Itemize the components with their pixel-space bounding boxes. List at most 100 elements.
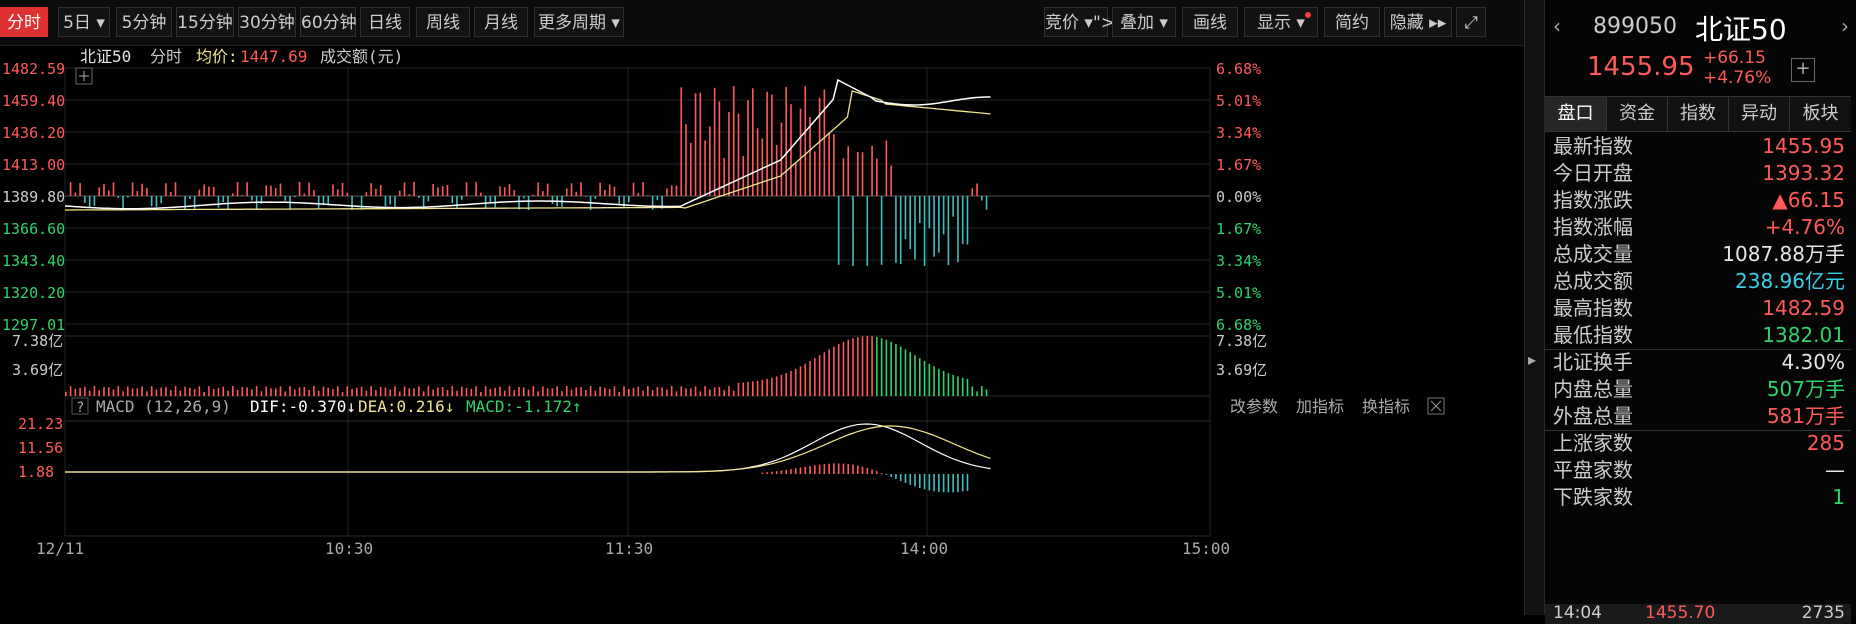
tick-bar	[666, 188, 668, 196]
tick-bar	[361, 196, 363, 210]
tab-anomaly[interactable]: 异动	[1729, 97, 1790, 131]
fullscreen-button[interactable]: ⤢	[1456, 7, 1486, 37]
tick-bar	[84, 196, 86, 203]
add-indicator-button[interactable]: 加指标	[1296, 397, 1344, 416]
next-arrow-icon[interactable]: ›	[1841, 14, 1849, 38]
period-button-5min[interactable]: 5分钟	[116, 7, 172, 37]
hide-button[interactable]: 隐藏 ▸▸	[1384, 7, 1452, 37]
macd-bar	[890, 474, 892, 477]
tick-bar	[137, 191, 139, 196]
macd-bar	[938, 474, 940, 492]
volume-bar	[604, 388, 606, 396]
time-tick-label: 14:00	[900, 539, 948, 558]
volume-bar	[704, 386, 706, 396]
period-button-fenshi[interactable]: 分时	[0, 7, 48, 37]
volume-bar	[781, 375, 783, 396]
volume-bar	[137, 388, 139, 396]
plus-icon[interactable]	[76, 68, 92, 84]
volume-bar	[623, 386, 625, 396]
period-button-day[interactable]: 日线	[360, 7, 410, 37]
draw-line-button[interactable]: 画线	[1182, 7, 1238, 37]
tab-index[interactable]: 指数	[1668, 97, 1729, 131]
volume-bar	[475, 386, 477, 396]
volume-bar	[857, 337, 859, 396]
macd-bar	[852, 465, 854, 474]
tick-bar	[380, 185, 382, 196]
macd-bar	[962, 474, 964, 492]
volume-bar	[614, 386, 616, 396]
period-button-15min[interactable]: 15分钟	[176, 7, 234, 37]
volume-bar	[552, 388, 554, 396]
tick-bar	[456, 196, 458, 209]
volume-bar	[518, 387, 520, 396]
quote-row-value: 1	[1832, 481, 1845, 513]
tick-bar	[919, 196, 921, 223]
volume-bar	[981, 386, 983, 396]
volume-bar	[151, 386, 153, 396]
tick-bar	[852, 196, 854, 266]
tick-bar	[366, 192, 368, 196]
tick-bar	[695, 93, 697, 196]
volume-bar	[461, 387, 463, 396]
volume-bar	[394, 386, 396, 396]
period-button-week[interactable]: 周线	[416, 7, 470, 37]
tick-bar	[967, 196, 969, 245]
tick-bar	[246, 182, 248, 196]
volume-bar	[828, 349, 830, 396]
switch-indicator-button[interactable]: 换指标	[1362, 397, 1410, 416]
macd-bar	[828, 464, 830, 474]
macd-bar	[776, 471, 778, 474]
tick-bar	[275, 188, 277, 196]
prev-arrow-icon[interactable]: ‹	[1553, 14, 1561, 38]
tab-sector[interactable]: 板块	[1790, 97, 1851, 131]
volume-bar	[385, 387, 387, 396]
volume-bar	[876, 337, 878, 396]
tick-bar	[284, 196, 286, 201]
add-watchlist-button[interactable]: +	[1791, 58, 1815, 82]
tick-bar	[375, 189, 377, 196]
period-button-60min[interactable]: 60分钟	[300, 7, 356, 37]
tick-bar	[723, 158, 725, 196]
more-periods-dropdown[interactable]: 更多周期 ▾	[534, 7, 624, 37]
auction-dropdown[interactable]: 竞价 ▾">▾	[1044, 7, 1108, 37]
volume-bar	[824, 352, 826, 396]
volume-bar	[771, 378, 773, 396]
macd-bar	[871, 469, 873, 474]
tab-orderbook[interactable]: 盘口	[1545, 97, 1607, 131]
tab-funds[interactable]: 资金	[1607, 97, 1668, 131]
volume-bar	[103, 387, 105, 396]
volume-bar	[847, 340, 849, 396]
tick-bar	[218, 196, 220, 208]
avg-label: 均价:	[196, 47, 238, 66]
volume-bar	[566, 386, 568, 396]
volume-bar	[914, 355, 916, 396]
simple-mode-button[interactable]: 简约	[1324, 7, 1380, 37]
change-params-button[interactable]: 改参数	[1230, 397, 1278, 416]
overlay-label: 叠加	[1120, 13, 1154, 33]
volume-bar	[356, 388, 358, 396]
volume-bar	[986, 390, 988, 396]
tick-bar	[370, 183, 372, 196]
tick-bar	[208, 187, 210, 196]
close-icon[interactable]	[1428, 398, 1444, 414]
volume-bar	[471, 389, 473, 396]
period-button-month[interactable]: 月线	[474, 7, 528, 37]
tick-bar	[480, 193, 482, 196]
volume-bar	[237, 390, 239, 396]
macd-bar	[876, 471, 878, 474]
tick-bar	[175, 182, 177, 196]
period-button-30min[interactable]: 30分钟	[238, 7, 296, 37]
volume-bar	[456, 391, 458, 396]
expand-arrow-icon[interactable]: ▸	[1528, 350, 1536, 369]
volume-bar	[160, 387, 162, 396]
chevron-down-icon: ▾	[611, 13, 620, 33]
display-dropdown[interactable]: 显示 ▾	[1244, 7, 1318, 37]
tick-bar	[847, 146, 849, 196]
panel-divider[interactable]: ▸	[1524, 0, 1545, 615]
volume-bar	[141, 386, 143, 396]
period-button-5day[interactable]: 5日 ▾	[58, 7, 110, 37]
tick-bar	[690, 143, 692, 196]
overlay-dropdown[interactable]: 叠加 ▾	[1112, 7, 1176, 37]
